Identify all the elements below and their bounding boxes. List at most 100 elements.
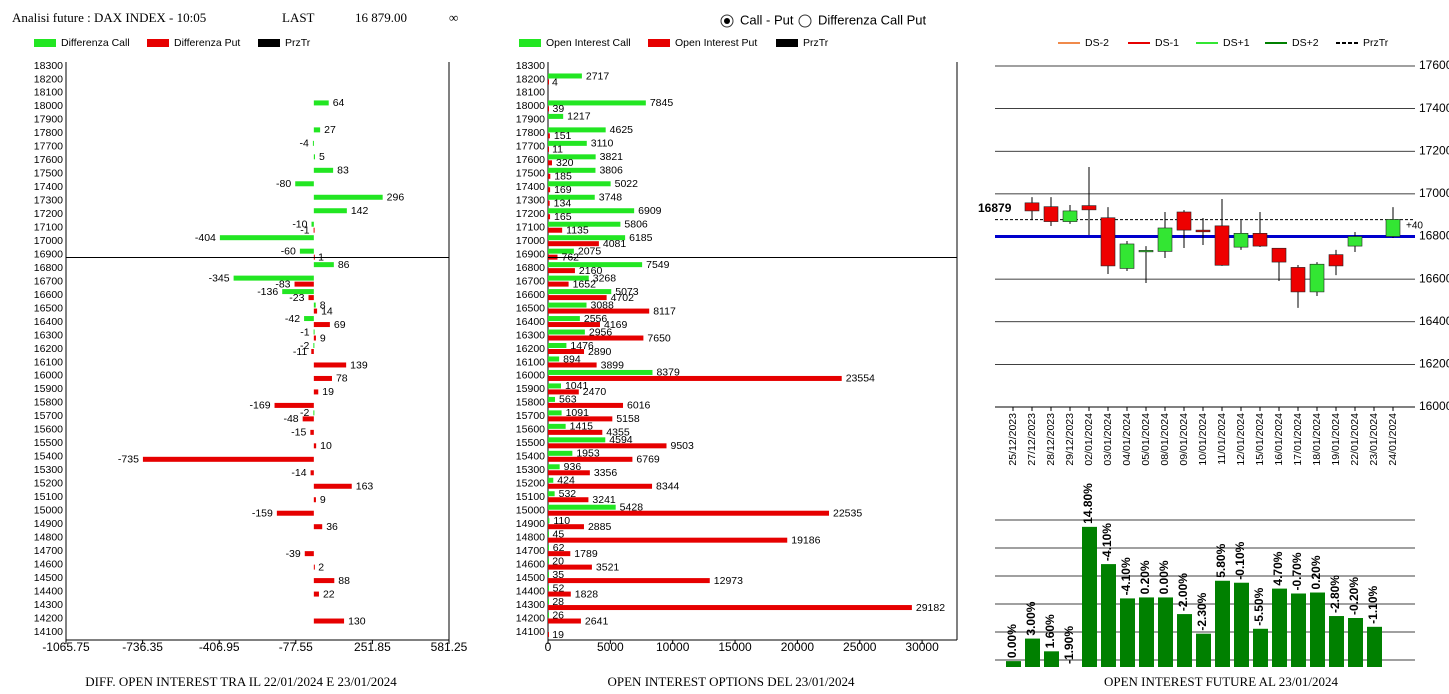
- bar: [548, 227, 563, 233]
- value-label: 7845: [650, 97, 674, 109]
- bar: [548, 423, 566, 429]
- y-tick-label: 15500: [516, 437, 545, 449]
- x-tick-label: 10/01/2024: [1197, 413, 1209, 466]
- bar: [548, 477, 554, 483]
- value-label: -11: [293, 346, 308, 358]
- bar: [548, 281, 569, 287]
- value-label: 3748: [599, 192, 623, 204]
- bar: [313, 497, 316, 503]
- y-tick-label: 17200: [34, 208, 63, 220]
- value-label: 2160: [579, 265, 603, 277]
- y-tick-label: 18000: [34, 100, 63, 112]
- bar: [313, 389, 319, 395]
- bar: [548, 100, 646, 106]
- value-label: 3521: [596, 561, 620, 573]
- y-tick-label: 15900: [516, 383, 545, 395]
- radio-diff[interactable]: Differenza Call Put: [798, 12, 927, 28]
- x-tick-label: 15000: [718, 640, 752, 654]
- y-tick-label: 17600: [1419, 58, 1449, 72]
- radio-call-put[interactable]: Call - Put: [720, 12, 794, 28]
- bar: [548, 537, 788, 543]
- bar: [548, 235, 626, 241]
- bar: [1101, 564, 1116, 667]
- x-tick-label: 09/01/2024: [1178, 413, 1190, 466]
- legend-label: PrzTr: [1363, 37, 1389, 49]
- x-tick-label: 22/01/2024: [1349, 413, 1361, 466]
- value-label: 130: [348, 615, 366, 627]
- value-label: 4355: [606, 427, 630, 439]
- x-tick-label: 10000: [656, 640, 690, 654]
- bar: [313, 618, 345, 624]
- value-label: 3088: [591, 299, 615, 311]
- x-tick-label: 25/12/2023: [1007, 413, 1019, 466]
- radio[interactable]: [798, 14, 812, 28]
- bar: [548, 335, 644, 341]
- bar: [313, 591, 319, 597]
- value-label: 5806: [624, 218, 648, 230]
- value-label: -735: [118, 454, 139, 466]
- bar: [313, 154, 315, 160]
- bar: [548, 167, 596, 173]
- value-label: 2470: [583, 386, 607, 398]
- legend-label: DS+2: [1292, 37, 1319, 49]
- value-label: 3110: [591, 138, 614, 150]
- value-label: 88: [338, 575, 350, 587]
- y-tick-label: 16000: [1419, 399, 1449, 413]
- value-label: 6016: [627, 400, 651, 412]
- value-label: 936: [564, 461, 582, 473]
- bar: [548, 410, 562, 416]
- y-tick-label: 17800: [34, 127, 63, 139]
- radio-dot: [724, 18, 730, 24]
- bar: [548, 551, 571, 557]
- y-tick-label: 15600: [34, 424, 63, 436]
- radio-label[interactable]: Call - Put: [740, 12, 794, 27]
- y-tick-label: 15600: [516, 424, 545, 436]
- value-label: 39: [552, 103, 564, 115]
- x-tick-label: 20000: [781, 640, 815, 654]
- bar: [548, 349, 585, 354]
- radio-label[interactable]: Differenza Call Put: [818, 12, 927, 27]
- y-tick-label: 14600: [516, 558, 545, 570]
- y-tick-label: 16600: [34, 289, 63, 301]
- bar: [548, 572, 549, 578]
- value-label: 45: [553, 528, 565, 540]
- bar: [548, 356, 560, 362]
- y-tick-label: 15400: [34, 451, 63, 463]
- bar: [548, 618, 581, 624]
- bar: [548, 214, 551, 220]
- x-tick-label: 03/01/2024: [1102, 413, 1114, 466]
- bar: [548, 295, 607, 301]
- bar: [1310, 592, 1325, 667]
- y-tick-label: 17000: [34, 235, 63, 247]
- bar: [1253, 628, 1268, 667]
- bar: [233, 275, 314, 281]
- value-label: 22535: [833, 507, 862, 519]
- bar: [548, 497, 589, 503]
- y-tick-label: 17500: [34, 168, 63, 180]
- bar: [313, 335, 316, 341]
- x-tick-label: 581.25: [431, 640, 468, 654]
- y-tick-label: 15300: [34, 464, 63, 476]
- y-tick-label: 17400: [516, 181, 545, 193]
- y-tick-label: 14400: [34, 585, 63, 597]
- value-label: 78: [336, 373, 348, 385]
- value-label: 6185: [629, 232, 653, 244]
- y-tick-label: 17600: [516, 154, 545, 166]
- bar: [548, 464, 560, 470]
- x-tick-label: 19/01/2024: [1330, 413, 1342, 466]
- y-tick-label: 14200: [34, 612, 63, 624]
- y-tick-label: 17900: [34, 114, 63, 126]
- y-tick-label: 16000: [516, 370, 545, 382]
- value-label: 14: [321, 305, 333, 317]
- legend-label: PrzTr: [285, 37, 311, 49]
- value-label: 1476: [570, 340, 594, 352]
- bar: [548, 402, 624, 408]
- value-label: 134: [554, 198, 572, 210]
- bar: [548, 308, 650, 314]
- bar: [548, 302, 587, 308]
- value-label: 110: [553, 515, 570, 527]
- bar: [548, 491, 555, 497]
- bar: [282, 289, 314, 295]
- bar: [304, 316, 314, 322]
- bar: [548, 200, 550, 206]
